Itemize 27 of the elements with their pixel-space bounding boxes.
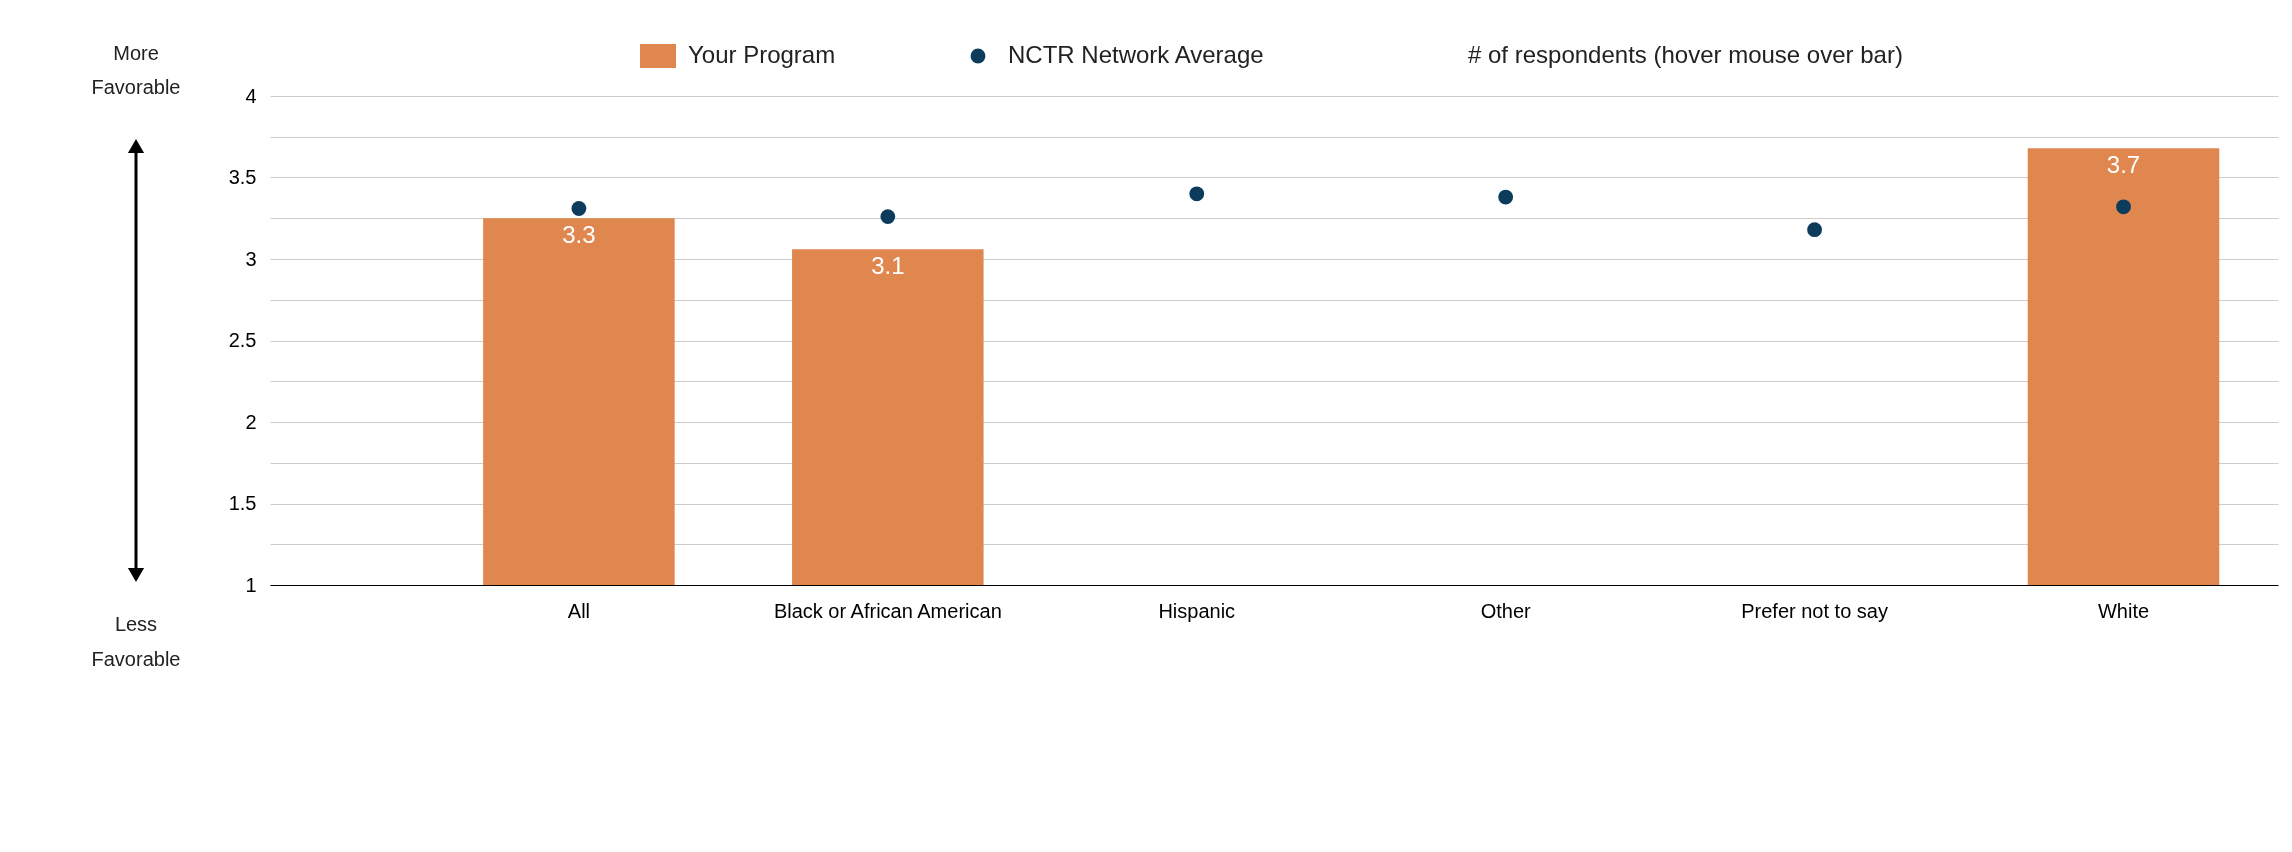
y-tick-label: 1 xyxy=(245,573,257,596)
data-label: 3.7 xyxy=(2106,151,2141,179)
x-tick-label: All xyxy=(567,599,591,622)
y-tick-label: 4 xyxy=(245,84,257,107)
data-label: 3.1 xyxy=(871,252,905,280)
y-tick-label: 2.5 xyxy=(228,329,257,351)
legend-label: NCTR Network Average xyxy=(1008,41,1264,68)
point xyxy=(2116,199,2131,215)
x-tick-label: Other xyxy=(1480,599,1532,622)
x-tick-label: White xyxy=(2097,599,2150,622)
y-tick-label: 1.5 xyxy=(228,492,257,514)
point xyxy=(571,201,587,216)
text: # of respondents (hover mouse over bar) xyxy=(1468,41,1903,68)
point xyxy=(880,209,896,225)
text: More Favorable xyxy=(91,42,181,98)
point xyxy=(1189,186,1205,202)
point xyxy=(1498,189,1514,205)
x-tick-label: Black or African American xyxy=(773,599,1002,622)
data-label: 3.3 xyxy=(562,221,596,249)
text: Less Favorable xyxy=(91,613,181,670)
y-tick-label: 2 xyxy=(245,410,257,433)
legend-label: Your Program xyxy=(688,41,836,68)
x-tick-label: Prefer not to say xyxy=(1741,599,1888,622)
point xyxy=(1807,222,1823,238)
x-tick-label: Hispanic xyxy=(1158,599,1236,622)
y-tick-label: 3 xyxy=(245,247,257,270)
y-tick-label: 3.5 xyxy=(228,166,257,188)
